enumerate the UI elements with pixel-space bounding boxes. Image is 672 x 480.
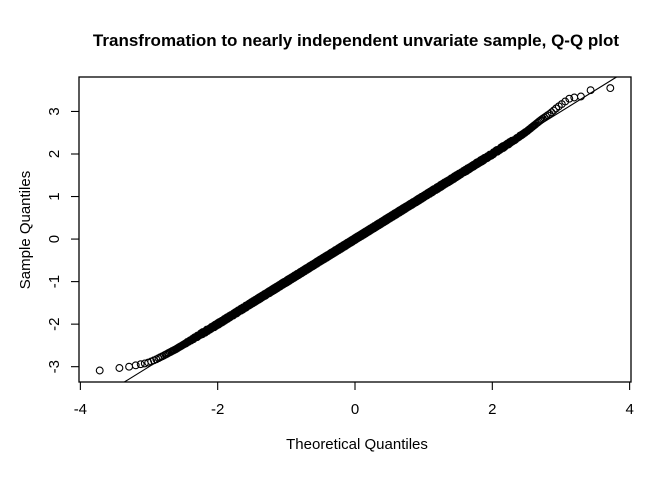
y-tick-label: -3 xyxy=(46,360,63,373)
x-tick-label: 2 xyxy=(488,401,496,418)
qq-points xyxy=(95,84,615,375)
x-tick-label: -2 xyxy=(211,401,224,418)
plot-box xyxy=(78,76,632,383)
x-axis-label: Theoretical Quantiles xyxy=(286,436,428,453)
x-tick-label: 4 xyxy=(625,401,633,418)
y-axis-label: Sample Quantiles xyxy=(17,171,34,289)
y-axis-ticks: -3 -2 -1 0 1 2 3 xyxy=(46,107,79,373)
x-tick-label: 0 xyxy=(351,401,359,418)
y-tick-label: -1 xyxy=(46,275,63,288)
chart-title: Transfromation to nearly independent unv… xyxy=(93,31,619,50)
x-tick-label: -4 xyxy=(74,401,87,418)
y-tick-label: 2 xyxy=(46,150,63,158)
x-axis-ticks: -4 -2 0 2 4 xyxy=(74,382,634,418)
y-tick-label: 0 xyxy=(46,235,63,243)
qq-reference-line xyxy=(124,76,617,383)
y-tick-label: 1 xyxy=(46,192,63,200)
y-tick-label: -2 xyxy=(46,317,63,330)
y-tick-label: 3 xyxy=(46,107,63,115)
